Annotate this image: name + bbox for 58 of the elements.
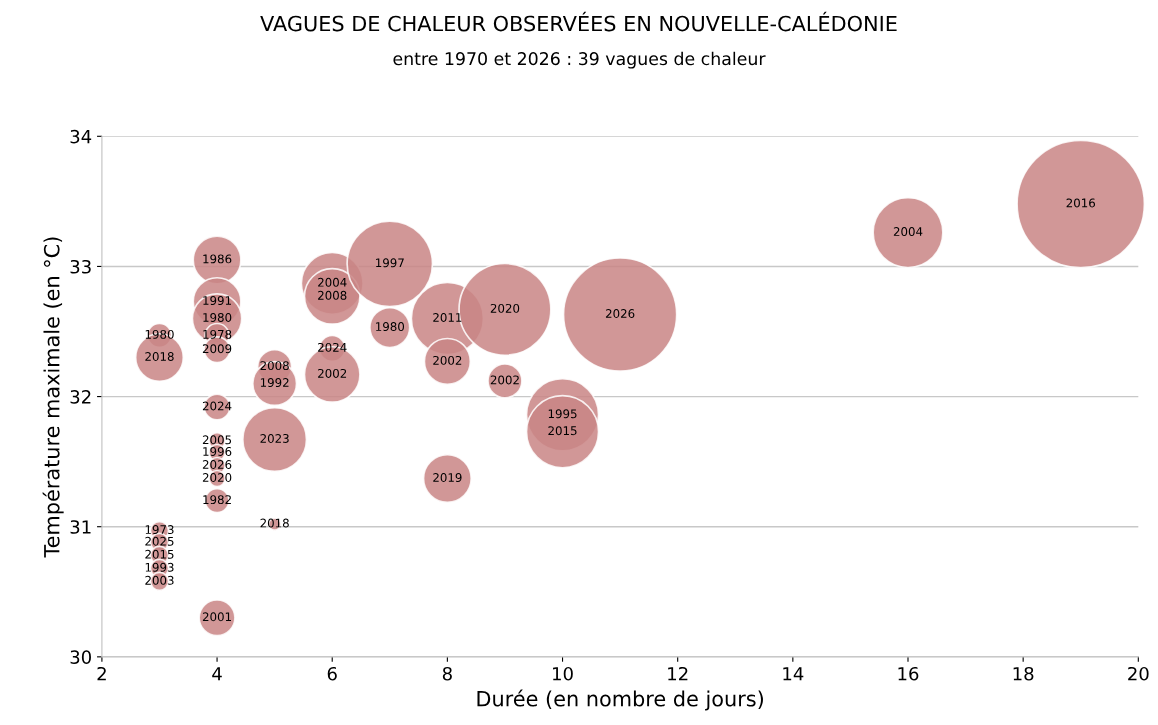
annotation: 1992 [260,378,289,387]
y-tick-label: 33 [70,259,91,274]
annotation: 2026 [202,460,232,469]
annotation: 1980 [376,322,405,332]
annotation: 2003 [145,575,174,585]
annotation: 2008 [318,290,347,300]
x-tick-label: 14 [783,667,804,681]
x-tick-label: 8 [442,666,452,681]
annotation: 1980 [145,329,174,339]
x-tick-label: 2 [97,666,106,681]
annotation: 2018 [145,352,174,361]
x-tick-label: 18 [1013,666,1034,681]
annotation: 2002 [318,368,347,378]
annotation: 1982 [203,495,231,505]
annotation: 2024 [202,401,232,411]
annotation: 2004 [893,227,923,237]
annotation: 2018 [260,518,289,528]
x-axis-title: Durée (en nombre de jours) [477,689,763,711]
annotation: 1997 [376,258,404,268]
annotation: 1991 [203,296,231,305]
annotation: 2008 [260,361,289,371]
y-tick-label: 30 [70,650,91,664]
annotation: 2001 [202,612,231,622]
y-tick-label: 34 [70,129,92,144]
annotation: 2015 [145,549,174,559]
annotation: 2009 [202,344,232,354]
x-tick-label: 6 [327,666,337,681]
annotation: 2026 [605,309,635,319]
annotation: 2020 [490,303,520,313]
annotation: 1986 [203,254,232,264]
annotation: 2019 [433,473,462,482]
annotation: 2020 [202,473,232,482]
x-tick-label: 20 [1128,666,1149,681]
x-tick-label: 4 [212,667,222,681]
annotation: 1996 [203,447,232,456]
y-tick-label: 32 [70,390,91,404]
annotation: 2015 [548,426,577,436]
annotation: 2025 [145,536,174,546]
annotation: 1973 [145,525,174,535]
annotation: 2023 [260,434,289,443]
x-tick-label: 10 [553,666,573,681]
annotation: 1980 [203,312,232,322]
annotation: 2004 [318,277,347,287]
x-tick-label: 12 [668,666,688,681]
chart-subtitle: entre 1970 et 2026 : 39 vagues de chaleur [393,51,766,69]
annotation: 2002 [490,375,519,385]
annotation: 2005 [202,435,232,445]
x-tick-label: 16 [898,666,919,681]
y-axis-title: Température maximale (en °C) [42,237,64,558]
annotation: 1995 [548,409,577,419]
annotation: 2011 [433,312,462,322]
annotation: 2024 [318,342,347,352]
y-tick-label: 31 [70,520,91,534]
annotation: 2002 [433,355,462,365]
annotation: 1993 [145,562,174,572]
annotation: 1978 [203,329,232,339]
annotation: 2016 [1066,198,1096,208]
chart-title: VAGUES DE CHALEUR OBSERVÉES EN NOUVELLE-CALÉDONIE [260,11,897,32]
